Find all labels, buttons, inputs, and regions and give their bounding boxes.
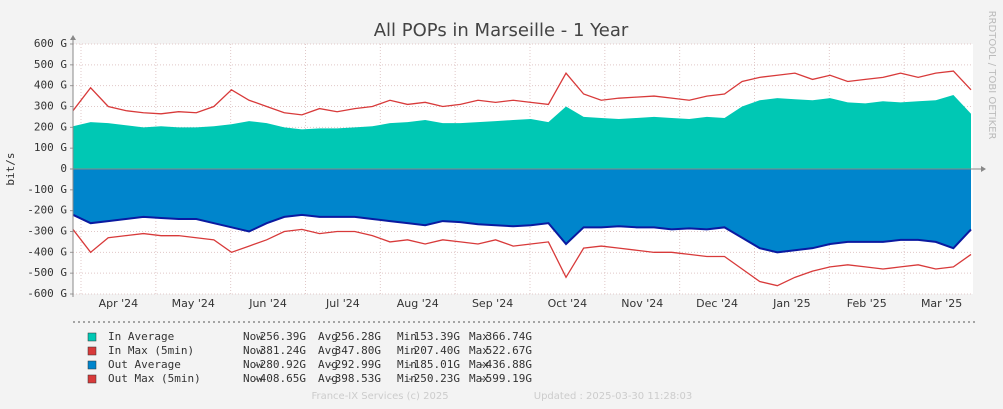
legend-stat-value: 153.39G — [414, 330, 460, 343]
legend-stat-label: Now — [243, 344, 263, 357]
y-tick-label: -600 G — [27, 287, 67, 300]
x-tick-label: Jul '24 — [325, 297, 360, 310]
legend-stat-label: Now — [243, 330, 263, 343]
legend-stat-value: -292.99G — [328, 358, 381, 371]
line — [72, 70, 972, 116]
legend-stat-value: 256.28G — [335, 330, 381, 343]
legend-stat-value: -398.53G — [328, 372, 381, 385]
y-tick-label: 400 G — [34, 79, 67, 92]
chart-title: All POPs in Marseille - 1 Year — [374, 20, 629, 41]
x-tick-label: Apr '24 — [99, 297, 139, 310]
footer-right: Updated : 2025-03-30 11:28:03 — [534, 391, 693, 402]
y-tick-label: 0 — [60, 162, 67, 175]
legend-stat-label: Avg — [318, 358, 338, 371]
x-tick-label: May '24 — [172, 297, 215, 310]
legend-stat-label: Max — [469, 344, 489, 357]
x-tick-label: Jun '24 — [248, 297, 287, 310]
legend-stat-label: Avg — [318, 330, 338, 343]
area — [73, 169, 971, 253]
y-axis-label: bit/s — [4, 152, 17, 185]
y-tick-label: 600 G — [34, 37, 67, 50]
x-tick-label: Dec '24 — [696, 297, 738, 310]
y-tick-label: 100 G — [34, 141, 67, 154]
y-axis-arrow — [70, 35, 76, 40]
legend-stat-label: Avg — [318, 344, 338, 357]
x-tick-label: Mar '25 — [921, 297, 962, 310]
legend-stat-value: 366.74G — [486, 330, 532, 343]
legend-stat-value: -436.88G — [479, 358, 532, 371]
legend-stat-label: Min — [397, 372, 417, 385]
legend-stat-label: Now — [243, 358, 263, 371]
y-tick-label: -200 G — [27, 204, 67, 217]
legend-stat-value: -280.92G — [253, 358, 306, 371]
legend-stat-value: 522.67G — [486, 344, 532, 357]
legend-label: Out Average — [108, 358, 181, 371]
x-tick-label: Sep '24 — [472, 297, 513, 310]
y-tick-label: -400 G — [27, 245, 67, 258]
y-tick-label: -300 G — [27, 225, 67, 238]
footer-left: France-IX Services (c) 2025 — [311, 391, 448, 402]
legend-stat-value: -185.01G — [407, 358, 460, 371]
legend-stat-label: Min — [397, 358, 417, 371]
area — [73, 95, 971, 169]
y-tick-label: 500 G — [34, 58, 67, 71]
legend-stat-value: 347.80G — [335, 344, 381, 357]
legend-stat-value: 207.40G — [414, 344, 460, 357]
y-tick-label: -500 G — [27, 266, 67, 279]
legend-stat-label: Avg — [318, 372, 338, 385]
legend-stat-value: 381.24G — [260, 344, 306, 357]
line — [72, 228, 972, 287]
legend-stat-label: Min — [397, 330, 417, 343]
x-tick-label: Nov '24 — [621, 297, 663, 310]
x-tick-label: Oct '24 — [548, 297, 588, 310]
y-tick-label: 300 G — [34, 100, 67, 113]
x-tick-label: Jan '25 — [772, 297, 810, 310]
legend-stat-value: -408.65G — [253, 372, 306, 385]
legend-swatch — [87, 360, 97, 370]
legend-stat-value: 256.39G — [260, 330, 306, 343]
legend-stat-label: Now — [243, 372, 263, 385]
y-tick-label: -100 G — [27, 183, 67, 196]
x-tick-label: Feb '25 — [847, 297, 887, 310]
legend-label: In Max (5min) — [108, 344, 194, 357]
side-label: RRDTOOL / TOBI OETIKER — [986, 11, 997, 140]
legend-stat-label: Max — [469, 372, 489, 385]
legend-swatch — [87, 332, 97, 342]
legend-stat-label: Max — [469, 358, 489, 371]
legend-stat-value: -599.19G — [479, 372, 532, 385]
legend-label: Out Max (5min) — [108, 372, 201, 385]
legend-stat-value: -250.23G — [407, 372, 460, 385]
y-tick-label: 200 G — [34, 120, 67, 133]
legend-label: In Average — [108, 330, 174, 343]
legend-swatch — [87, 346, 97, 356]
legend-stat-label: Min — [397, 344, 417, 357]
area-border — [72, 213, 972, 254]
x-tick-label: Aug '24 — [397, 297, 439, 310]
legend-swatch — [87, 374, 97, 384]
x-axis-arrow — [981, 166, 986, 172]
legend-stat-label: Max — [469, 330, 489, 343]
